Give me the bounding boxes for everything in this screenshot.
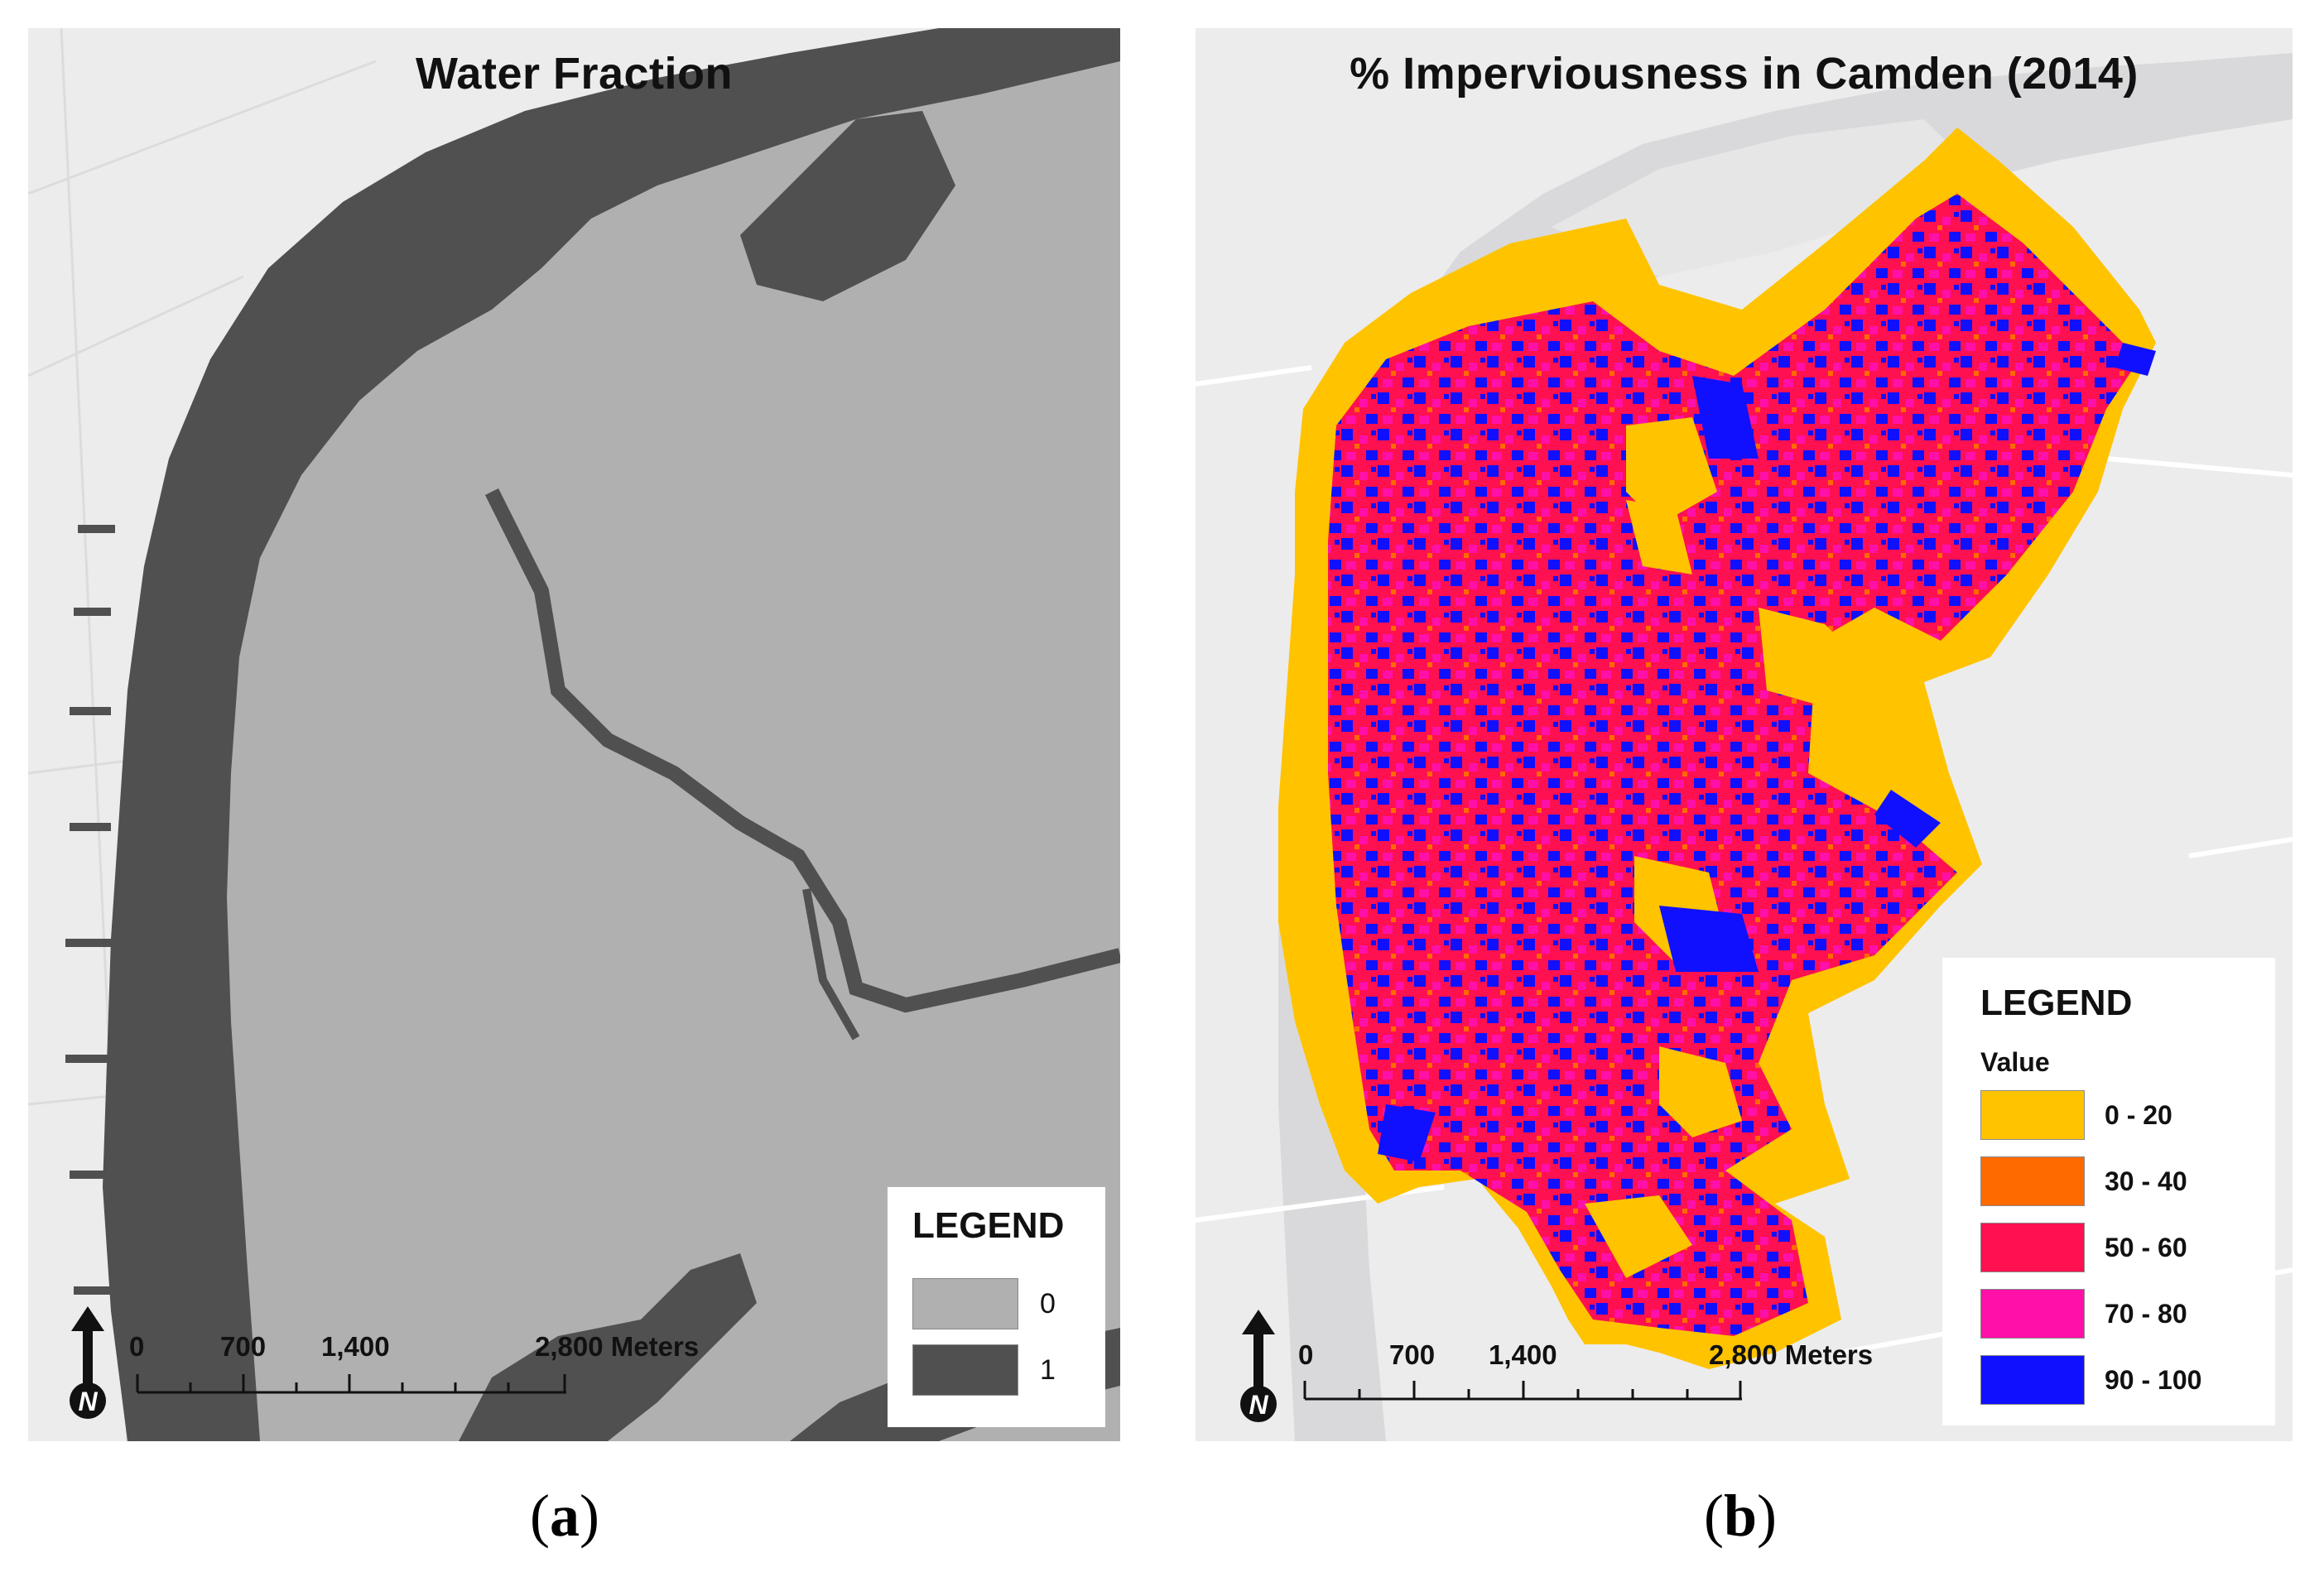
impervious-area xyxy=(1328,194,2139,1336)
legend-label: 70 - 80 xyxy=(2105,1298,2187,1329)
creek-branch xyxy=(802,888,860,1041)
legend-subtitle: Value xyxy=(1980,1047,2050,1077)
legend-item-0-20: 0 - 20 xyxy=(1980,1090,2172,1140)
legend-label: 30 - 40 xyxy=(2105,1166,2187,1196)
legend-swatch xyxy=(1980,1223,2085,1272)
legend-item-30-40: 30 - 40 xyxy=(1980,1156,2187,1206)
scale-tick-label: 2,800 Meters xyxy=(1709,1339,1874,1370)
legend-item-90-100: 90 - 100 xyxy=(1980,1355,2201,1405)
water-fraction-map: Water Fraction LEGEND 0 1 N xyxy=(28,28,1120,1441)
high-impervious-corridors xyxy=(1378,343,2156,1162)
parks-low xyxy=(1585,417,1924,1278)
legend-label: 0 - 20 xyxy=(2105,1099,2172,1130)
legend-label: 1 xyxy=(1040,1353,1056,1386)
caption-letter: b xyxy=(1723,1483,1758,1549)
scale-tick-label: 2,800 Meters xyxy=(535,1331,700,1362)
legend-swatch xyxy=(912,1278,1018,1329)
legend-label: 90 - 100 xyxy=(2105,1364,2202,1395)
scale-tick-label: 700 xyxy=(220,1331,267,1362)
legend-item-50-60: 50 - 60 xyxy=(1980,1223,2187,1272)
north-label: N xyxy=(78,1387,98,1416)
panel-caption-a: (a) xyxy=(530,1482,599,1550)
north-label: N xyxy=(1249,1390,1268,1420)
legend-swatch xyxy=(912,1344,1018,1396)
imperviousness-raster xyxy=(1196,53,2293,1441)
caption-letter: a xyxy=(549,1483,580,1549)
imperviousness-map: % Imperviousness in Camden (2014) LEGEND… xyxy=(1196,28,2293,1441)
caption-open: ( xyxy=(530,1483,550,1549)
scale-tick-label: 0 xyxy=(129,1331,145,1362)
panel-caption-b: (b) xyxy=(1704,1482,1777,1550)
island xyxy=(417,235,757,409)
scale-bar xyxy=(1303,1376,1750,1405)
north-arrow-icon: N xyxy=(1235,1310,1282,1430)
legend-item-70-80: 70 - 80 xyxy=(1980,1289,2187,1339)
north-arrow-icon: N xyxy=(65,1306,111,1426)
legend-label: 0 xyxy=(1040,1287,1056,1320)
river-water xyxy=(103,28,1120,1441)
legend-swatch xyxy=(1980,1355,2085,1405)
piers xyxy=(65,111,631,1295)
scale-bar xyxy=(136,1369,575,1398)
creek-south xyxy=(459,1253,757,1441)
island-basemap xyxy=(1552,119,1974,276)
scale-tick-label: 1,400 xyxy=(321,1331,390,1362)
legend: LEGEND Value 0 - 20 30 - 40 50 - 60 70 -… xyxy=(1942,958,2275,1425)
caption-close: ) xyxy=(579,1483,599,1549)
legend-label: 50 - 60 xyxy=(2105,1232,2187,1262)
map-title: Water Fraction xyxy=(415,49,734,99)
map-title: % Imperviousness in Camden (2014) xyxy=(1350,49,2139,99)
scale-tick-label: 0 xyxy=(1298,1339,1314,1370)
scale-tick-label: 1,400 xyxy=(1489,1339,1557,1370)
legend-title: LEGEND xyxy=(912,1205,1065,1246)
legend-item-1: 1 xyxy=(912,1344,1056,1396)
caption-open: ( xyxy=(1704,1483,1724,1549)
legend-item-0: 0 xyxy=(912,1278,1056,1329)
scale-tick-label: 700 xyxy=(1389,1339,1436,1370)
legend-swatch xyxy=(1980,1289,2085,1339)
legend: LEGEND 0 1 xyxy=(888,1187,1105,1427)
legend-swatch xyxy=(1980,1156,2085,1206)
legend-title: LEGEND xyxy=(1980,983,2133,1023)
island-channel xyxy=(740,111,955,301)
legend-swatch xyxy=(1980,1090,2085,1140)
creek-main xyxy=(484,488,1120,1013)
caption-close: ) xyxy=(1757,1483,1778,1549)
